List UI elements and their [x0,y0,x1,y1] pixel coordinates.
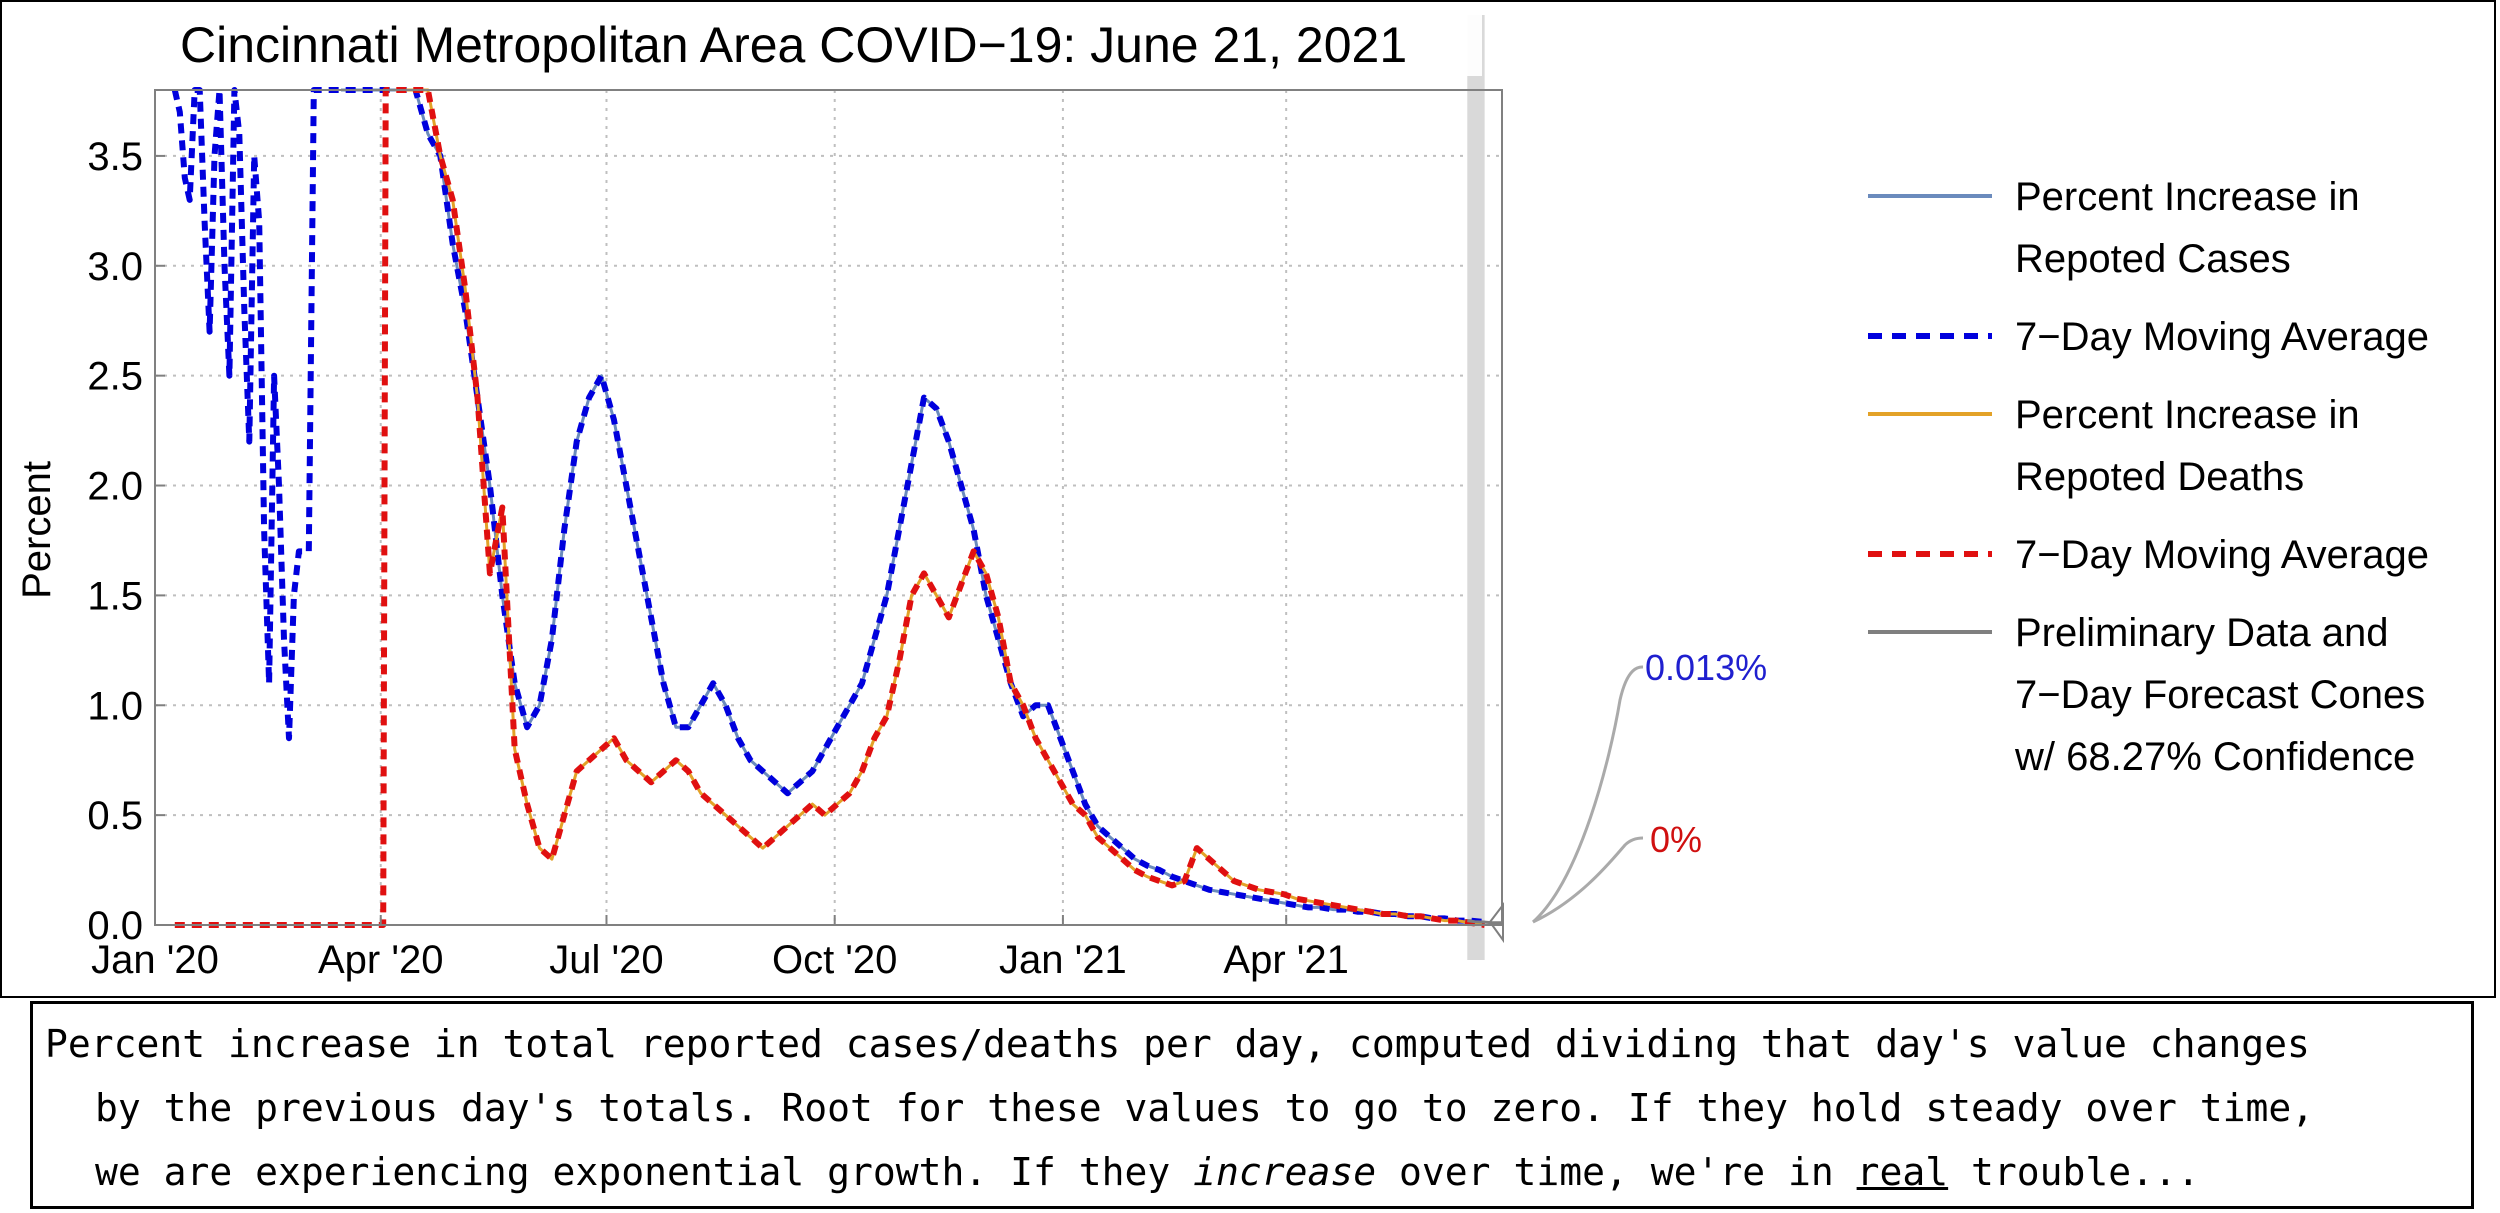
chart-title: Cincinnati Metropolitan Area COVID−19: J… [180,17,1407,73]
y-tick-label: 3.0 [87,245,143,289]
y-tick-label: 1.0 [87,684,143,728]
caption-line-1: Percent increase in total reported cases… [45,1022,2310,1066]
cases-line [341,88,1485,924]
legend: Percent Increase in Repoted Cases 7−Day Mo… [1868,175,2429,779]
preliminary-line [1467,919,1502,925]
y-tick-label: 2.5 [87,355,143,399]
cases-final-value: 0.013% [1645,647,1767,688]
series-layer [171,87,1502,928]
legend-label: 7−Day Moving Average [2015,533,2429,577]
forecast-cone [1488,902,1504,944]
deaths-moving-average [174,87,1486,928]
x-tick-label: Oct '20 [772,938,897,982]
caption: Percent increase in total reported cases… [30,1001,2474,1209]
deaths-line [395,88,1485,927]
x-tick-label: Jul '20 [549,938,663,982]
x-tick-label: Jan '21 [999,938,1127,982]
figure-frame [0,0,2496,998]
caption-underline: real [1856,1150,1949,1194]
axis-ticks: 0.0 0.5 1.0 1.5 2.0 2.5 3.0 3.5 Jan '20 Apr '20 Ju… [87,135,1349,982]
legend-label: Preliminary Data and [2015,611,2389,655]
caption-text: over time, we're in [1376,1150,1857,1194]
x-tick-label: Apr '21 [1223,938,1349,982]
y-tick-label: 1.5 [87,574,143,618]
deaths-final-value: 0% [1650,819,1702,860]
x-tick-label: Jan '20 [91,938,219,982]
caption-emphasis: increase [1193,1150,1377,1194]
annotations: 0.013% 0% [1488,647,1767,944]
legend-label: Repoted Cases [2015,237,2291,281]
plot-frame [154,89,1503,926]
annotation-leader-cases [1531,665,1644,924]
cases-moving-average [171,87,1485,926]
caption-line-2: by the previous day's totals. Root for t… [95,1086,2315,1130]
caption-text: trouble... [1948,1150,2200,1194]
legend-label: Repoted Deaths [2015,455,2304,499]
y-tick-label: 3.5 [87,135,143,179]
title-background [170,14,1482,76]
annotation-leader-deaths [1532,836,1644,924]
grid [154,90,1502,926]
legend-label: w/ 68.27% Confidence [2014,735,2415,779]
caption-text: we are experiencing exponential growth. … [95,1150,1194,1194]
legend-label: 7−Day Forecast Cones [2015,673,2425,717]
y-axis-label: Percent [15,461,59,599]
caption-line-3: we are experiencing exponential growth. … [45,1140,2471,1204]
y-tick-label: 0.5 [87,794,143,838]
legend-label: 7−Day Moving Average [2015,315,2429,359]
y-tick-label: 0.0 [87,904,143,948]
preliminary-region [1467,15,1485,960]
chart: 0.0 0.5 1.0 1.5 2.0 2.5 3.0 3.5 Jan '20 Apr '20 Ju… [15,14,2429,982]
x-tick-label: Apr '20 [318,938,444,982]
y-tick-label: 2.0 [87,465,143,509]
legend-label: Percent Increase in [2015,175,2360,219]
legend-label: Percent Increase in [2015,393,2360,437]
